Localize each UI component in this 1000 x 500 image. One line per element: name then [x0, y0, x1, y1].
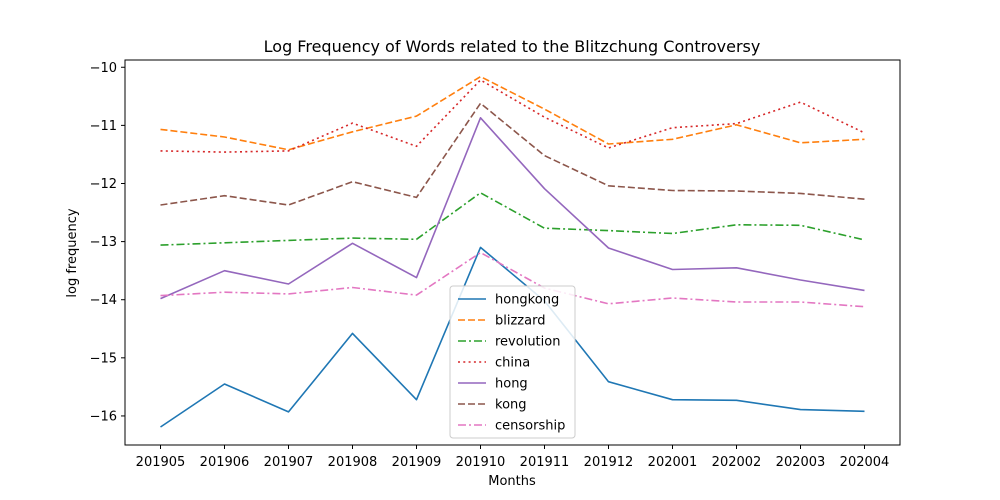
y-tick-label: −15 — [90, 351, 117, 366]
x-tick-label: 201906 — [200, 455, 250, 470]
x-tick-label: 201912 — [584, 455, 634, 470]
legend-label-china: china — [495, 356, 530, 371]
x-tick-label: 202004 — [840, 455, 890, 470]
y-tick-label: −12 — [90, 177, 117, 192]
plot-frame — [124, 59, 901, 446]
legend-label-kong: kong — [495, 398, 527, 413]
x-tick-label: 201908 — [328, 455, 378, 470]
x-tick-label: 201911 — [520, 455, 570, 470]
x-tick-label: 202003 — [776, 455, 826, 470]
y-axis-title: log frequency — [65, 208, 80, 297]
y-tick-label: −10 — [90, 61, 117, 76]
series-line-blizzard — [160, 75, 865, 151]
series-line-china — [160, 79, 865, 153]
x-axis-title: Months — [488, 474, 536, 489]
x-tick-label: 202002 — [712, 455, 762, 470]
x-tick-label: 201909 — [392, 455, 442, 470]
y-tick-label: −13 — [90, 235, 117, 250]
legend-box — [449, 285, 576, 439]
legend-label-censorship: censorship — [495, 419, 565, 434]
y-tick-label: −16 — [90, 409, 117, 424]
series-line-hongkong — [160, 246, 865, 428]
chart-title: Log Frequency of Words related to the Bl… — [264, 37, 761, 56]
series-line-censorship — [160, 251, 865, 308]
series-layer — [160, 75, 865, 428]
legend-label-hongkong: hongkong — [495, 293, 559, 308]
legend-label-hong: hong — [495, 377, 528, 392]
x-tick-label: 201907 — [264, 455, 314, 470]
legend: hongkongblizzardrevolutionchinahongkongc… — [449, 285, 576, 439]
y-tick-label: −14 — [90, 293, 117, 308]
legend-label-revolution: revolution — [495, 335, 560, 350]
series-line-hong — [160, 117, 865, 300]
legend-label-blizzard: blizzard — [495, 314, 545, 329]
x-tick-label: 202001 — [648, 455, 698, 470]
axes: 201905 201906 201907 201908 201909 201910 2019… — [90, 59, 901, 470]
y-tick-label: −11 — [90, 119, 117, 134]
x-tick-label: 201910 — [456, 455, 506, 470]
x-tick-label: 201905 — [136, 455, 186, 470]
series-line-revolution — [160, 192, 865, 246]
